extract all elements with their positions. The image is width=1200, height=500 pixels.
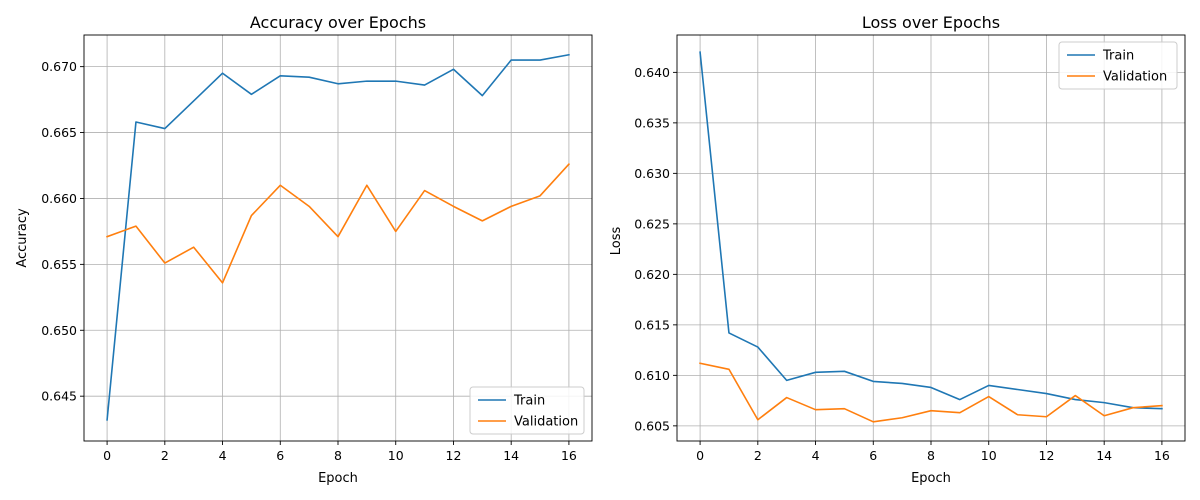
y-tick-label: 0.620 <box>634 267 670 282</box>
legend: Train Validation <box>1058 41 1178 90</box>
x-tick-label: 2 <box>754 448 762 463</box>
legend: Train Validation <box>469 386 585 435</box>
x-tick-label: 8 <box>334 448 342 463</box>
x-tick-label: 12 <box>446 448 462 463</box>
series-line-train <box>106 53 570 421</box>
legend-box <box>1058 41 1178 90</box>
y-tick-label: 0.635 <box>634 115 670 130</box>
x-tick-label: 8 <box>927 448 935 463</box>
legend-label: Validation <box>1103 70 1167 85</box>
x-tick-label: 12 <box>1039 448 1055 463</box>
x-tick-label: 10 <box>981 448 997 463</box>
y-tick-label: 0.630 <box>634 166 670 181</box>
x-tick-label: 10 <box>388 448 404 463</box>
legend-label: Train <box>1102 49 1134 64</box>
legend-box <box>469 386 585 435</box>
y-tick-label: 0.615 <box>634 317 670 332</box>
legend-label: Train <box>513 394 545 409</box>
accuracy-chart: Accuracy over Epochs Epoch Accuracy 0 2 4 6… <box>15 13 593 486</box>
x-tick-label: 16 <box>1154 448 1170 463</box>
loss-chart: Loss over Epochs Epoch Loss 0 2 4 6 8 10 12 14 1… <box>609 13 1186 486</box>
y-tick-label: 0.610 <box>634 368 670 383</box>
chart-title: Loss over Epochs <box>862 13 1000 32</box>
y-tick-label: 0.645 <box>41 389 77 404</box>
series-line-train <box>699 51 1163 410</box>
y-tick-label: 0.640 <box>634 65 670 80</box>
y-axis-label: Accuracy <box>15 208 30 268</box>
x-tick-label: 0 <box>103 448 111 463</box>
x-tick-label: 4 <box>812 448 820 463</box>
chart-title: Accuracy over Epochs <box>250 13 426 32</box>
y-tick-label: 0.605 <box>634 418 670 433</box>
y-tick-label: 0.650 <box>41 323 77 338</box>
y-tick-label: 0.625 <box>634 216 670 231</box>
x-tick-label: 14 <box>503 448 519 463</box>
y-tick-label: 0.665 <box>41 125 77 140</box>
legend-label: Validation <box>514 415 578 430</box>
series-line-validation <box>699 362 1163 423</box>
x-tick-label: 0 <box>696 448 704 463</box>
x-tick-label: 6 <box>869 448 877 463</box>
x-tick-label: 6 <box>276 448 284 463</box>
y-tick-label: 0.660 <box>41 191 77 206</box>
series-line-validation <box>106 163 571 284</box>
x-tick-label: 2 <box>161 448 169 463</box>
x-axis-label: Epoch <box>911 471 951 486</box>
x-tick-label: 14 <box>1096 448 1112 463</box>
x-tick-label: 4 <box>219 448 227 463</box>
x-axis-label: Epoch <box>318 471 358 486</box>
y-tick-label: 0.655 <box>41 257 77 272</box>
y-tick-label: 0.670 <box>41 59 77 74</box>
y-axis-label: Loss <box>609 227 624 256</box>
x-tick-label: 16 <box>561 448 577 463</box>
